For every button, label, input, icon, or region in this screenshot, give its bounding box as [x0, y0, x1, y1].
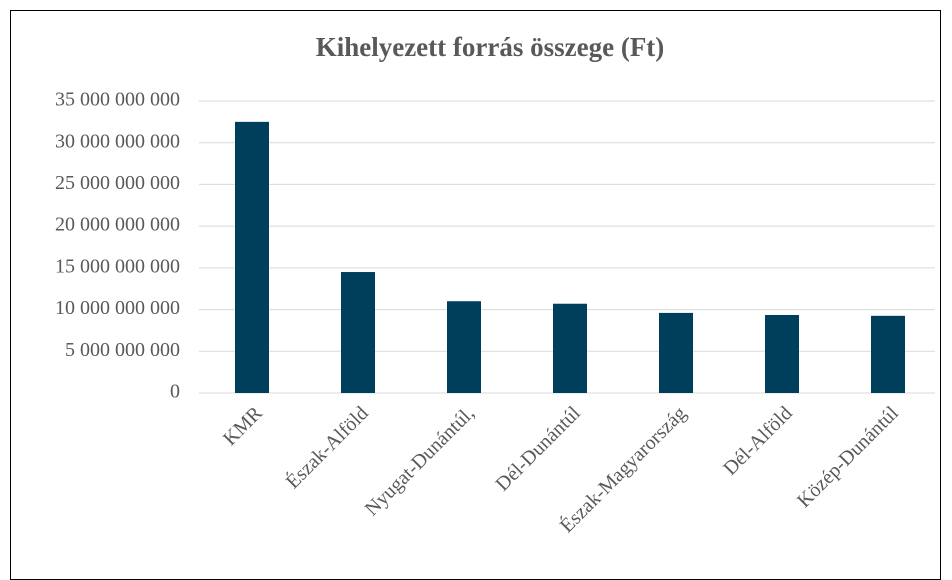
y-tick-label: 35 000 000 000 — [55, 89, 180, 111]
bar — [659, 312, 693, 393]
chart-title: Kihelyezett forrás összege (Ft) — [316, 32, 665, 62]
y-tick-label: 0 — [170, 381, 180, 403]
y-tick-label: 15 000 000 000 — [55, 255, 180, 277]
bar — [447, 301, 481, 393]
y-tick-label: 20 000 000 000 — [55, 214, 180, 236]
bar — [871, 315, 905, 393]
y-tick-label: 10 000 000 000 — [55, 297, 180, 319]
y-tick-label: 5 000 000 000 — [65, 339, 180, 361]
y-tick-label: 25 000 000 000 — [55, 172, 180, 194]
chart-border — [10, 10, 941, 580]
y-tick-label: 30 000 000 000 — [55, 130, 180, 152]
bar — [553, 303, 587, 393]
bar — [765, 314, 799, 393]
bar — [341, 272, 375, 393]
bar — [235, 121, 269, 393]
